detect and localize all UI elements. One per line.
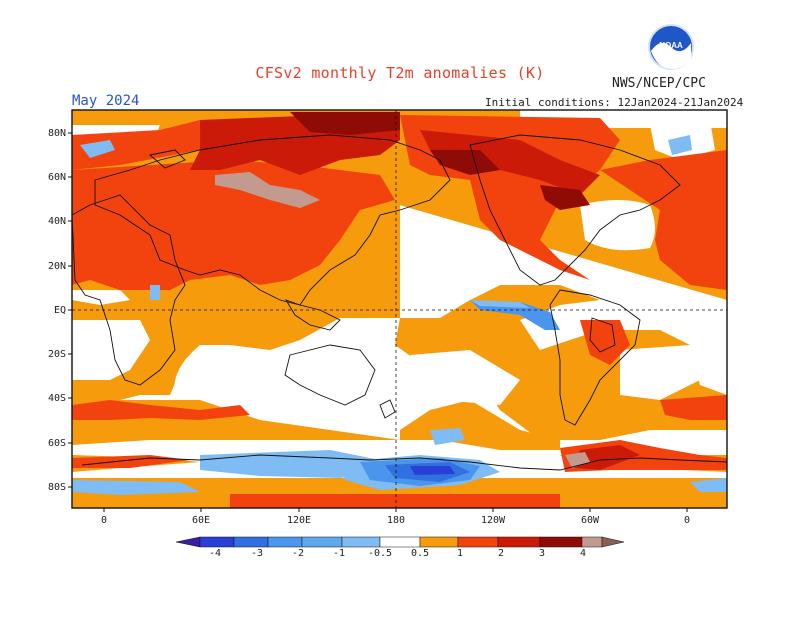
- colorbar-label: -0.5: [368, 548, 392, 559]
- lon-label: 180: [387, 515, 405, 526]
- anomaly-field: [72, 110, 727, 508]
- lat-label: EQ: [54, 305, 66, 316]
- lon-label: 0: [101, 515, 107, 526]
- colorbar-label: 0.5: [411, 548, 429, 559]
- colorbar-swatch: [175, 536, 201, 548]
- lat-label: 40S: [48, 393, 66, 404]
- colorbar-label: 3: [539, 548, 545, 559]
- lat-label: 40N: [48, 216, 66, 227]
- colorbar-swatch: [301, 536, 343, 548]
- colorbar-swatch: [267, 536, 303, 548]
- colorbar-label: 4: [580, 548, 586, 559]
- colorbar-label: 2: [498, 548, 504, 559]
- colorbar-swatch: [379, 536, 421, 548]
- lat-label: 60N: [48, 172, 66, 183]
- lat-axis: 80N 60N 40N 20N EQ 20S 40S 60S 80S: [48, 128, 72, 493]
- colorbar-swatch: [341, 536, 381, 548]
- colorbar-label: -3: [251, 548, 263, 559]
- map-frame: [71, 109, 728, 509]
- colorbar: -4 -3 -2 -1 -0.5 0.5 1 2 3 4: [175, 536, 625, 559]
- lat-label: 80N: [48, 128, 66, 139]
- map-title: CFSv2 monthly T2m anomalies (K): [255, 64, 545, 82]
- lon-axis: 0 60E 120E 180 120W 60W 0: [101, 508, 690, 526]
- lon-label: 60W: [581, 515, 600, 526]
- lat-label: 20S: [48, 349, 66, 360]
- valid-month: May 2024: [72, 93, 140, 109]
- org-label: NWS/NCEP/CPC: [612, 76, 706, 91]
- colorbar-swatch: [233, 536, 269, 548]
- lat-label: 20N: [48, 261, 66, 272]
- colorbar-swatch: [419, 536, 459, 548]
- colorbar-swatch: [581, 536, 603, 548]
- lon-label: 120W: [481, 515, 506, 526]
- lon-label: 0: [684, 515, 690, 526]
- colorbar-swatch: [539, 536, 583, 548]
- colorbar-label: -1: [333, 548, 345, 559]
- noaa-logo: NOAA: [648, 24, 694, 70]
- colorbar-swatch: [601, 536, 625, 548]
- colorbar-swatch: [497, 536, 541, 548]
- initial-conditions: Initial conditions: 12Jan2024-21Jan2024: [485, 96, 744, 109]
- logo-text: NOAA: [659, 41, 683, 50]
- colorbar-label: -4: [209, 548, 221, 559]
- lat-label: 80S: [48, 482, 66, 493]
- lon-label: 120E: [287, 515, 311, 526]
- colorbar-label: 1: [457, 548, 463, 559]
- colorbar-swatch: [199, 536, 235, 548]
- coastlines: [72, 134, 727, 471]
- lon-label: 60E: [192, 515, 210, 526]
- colorbar-label: -2: [292, 548, 304, 559]
- lat-label: 60S: [48, 438, 66, 449]
- colorbar-swatch: [457, 536, 499, 548]
